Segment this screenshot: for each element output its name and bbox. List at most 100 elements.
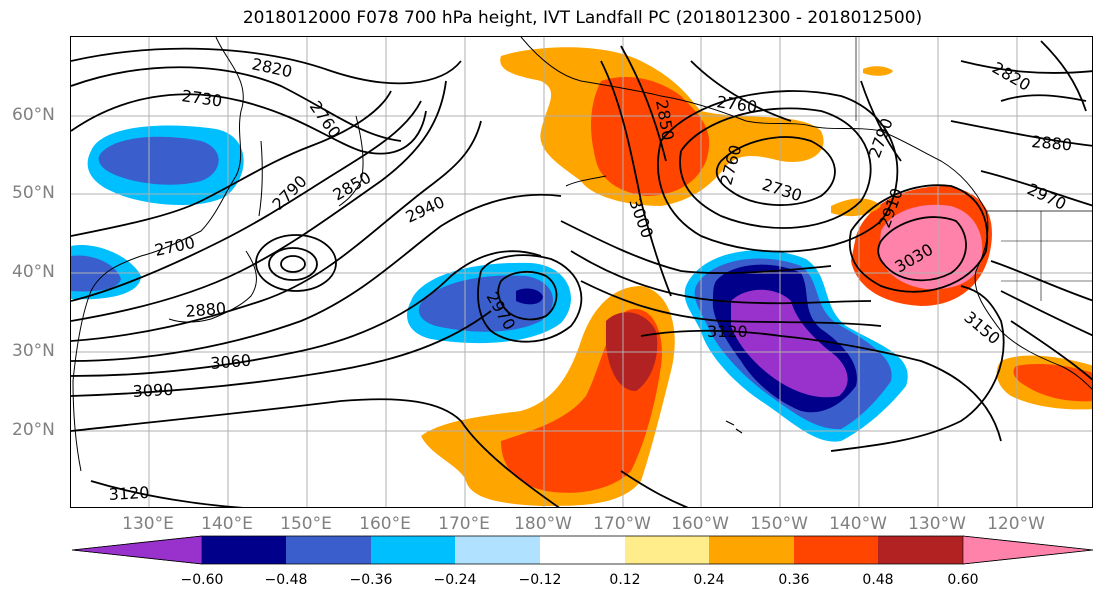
colorbar-tick-label: −0.12 [518,572,562,588]
contour-low-gulf-1 [679,107,872,229]
contour-2790-ne [860,80,902,162]
lat-label-50n: 50°N [12,183,55,203]
lon-label-150w: 150°W [750,514,808,534]
colorbar-tick-label: 0.48 [862,572,894,588]
colorbar-segment-lightyellow [625,536,709,564]
contour-mid-1 [560,220,832,274]
contour-3060 [71,250,542,377]
contour-label: 2820 [989,58,1034,95]
coast-sakhalin [258,140,263,217]
contour-3150 [830,285,1005,452]
lon-label-130w: 130°W [908,514,966,534]
colorbar-tick-label: −0.36 [349,572,393,588]
colorbar [71,535,1094,565]
map-title: 2018012000 F078 700 hPa height, IVT Land… [242,8,923,28]
contour-ne-extra-1 [1000,94,1087,102]
shade-blob-bering-inner [591,76,710,196]
contour-3030 [877,216,967,282]
colorbar-segment-deepskyblue [371,536,455,564]
colorbar-tick-label: −0.48 [264,572,308,588]
contour-mid-3 [580,280,882,327]
contour-2760-west [71,66,402,142]
colorbar-tick-label: 0.12 [609,572,641,588]
coast-alaska [520,37,1092,390]
lon-label-170w: 170°W [593,514,651,534]
contour-2850-ridge [620,45,667,162]
contour-label: 3060 [210,351,252,373]
contour-east-2 [1000,290,1092,337]
shading-layer [71,47,1092,506]
contour-label: 3120 [108,483,150,504]
contour-2820-ne [960,60,1092,74]
contour-3000-ridge [600,60,672,297]
border-states [1001,211,1092,301]
contour-ne-extra-2 [1040,40,1087,112]
lon-label-120w: 120°W [987,514,1045,534]
contour-2820 [71,47,462,85]
contour-2880 [71,120,482,342]
contour-3090 [71,310,492,397]
height-contours [71,40,1092,507]
coast-kamchatka [338,115,364,207]
colorbar-outline [71,535,1094,565]
lon-label-140e: 140°E [201,514,253,534]
contour-2880-ne [950,120,1092,147]
contour-label: 2760 [715,92,758,116]
colorbar-segment-firebrick [878,536,963,564]
colorbar-tick-label: 0.24 [693,572,725,588]
contour-2790 [71,100,422,302]
lon-label-130e: 130°E [122,514,174,534]
contour-2760-ne [690,60,792,122]
lon-label-140w: 140°W [829,514,887,534]
colorbar-segment-purple-extend [71,535,203,565]
contour-2970-mid [477,254,583,343]
contour-2700 [71,90,392,237]
shade-blob-canada [863,66,893,76]
contour-label: 2970 [1024,179,1069,213]
contour-3120-south [90,480,244,507]
colorbar-segment-orangered [794,536,878,564]
contour-mid-2 [570,250,872,305]
lon-label-160w: 160°W [671,514,729,534]
contour-south-east [620,470,689,507]
contour-label: 3120 [707,322,748,341]
contour-3120-west [71,398,560,507]
contour-low-japan-1 [280,255,306,273]
contour-label: 2880 [1031,132,1073,154]
contour-2730-low [715,136,836,206]
contour-east-1 [990,260,1092,302]
coast-asia [72,37,244,472]
contour-low-japan-3 [255,234,337,292]
contour-label: 2730 [180,86,223,110]
lon-label-150e: 150°E [280,514,332,534]
contour-2940 [71,193,562,362]
contour-label: 3090 [132,380,174,401]
colorbar-segment-pink-extend [962,535,1094,565]
colorbar-tick-label: 0.60 [947,572,979,588]
contour-label: 2880 [185,299,227,321]
coast-aleutians [565,175,607,187]
contour-2850 [71,80,447,322]
colorbar-segment-white [540,536,625,564]
contour-3120-east [640,329,1002,442]
colorbar-segment-orange [709,536,794,564]
contour-2970-ne [980,170,1092,207]
lat-label-20n: 20°N [12,420,55,440]
colorbar-tick-label: −0.24 [433,572,477,588]
colorbar-segment-royalblue [286,536,371,564]
shade-blob-baja-inner [1013,364,1092,402]
contour-2910 [848,184,989,293]
colorbar-segment-lightblue [455,536,540,564]
lon-label-160e: 160°E [359,514,411,534]
contour-label: 2730 [760,175,805,206]
contour-label: 2940 [403,192,448,226]
colorbar-tick-label: 0.36 [778,572,810,588]
contour-label: 2790 [865,116,897,161]
lat-label-40n: 40°N [12,262,55,282]
contour-2730 [71,93,427,155]
colorbar-tick-label: −0.60 [180,572,224,588]
lon-label-170e: 170°E [438,514,490,534]
shade-blob-okhotsk-inner [98,136,219,185]
map-panel: 2820 2730 2760 2790 2850 2700 2940 2880 … [70,36,1093,508]
contour-low-gulf-2 [657,90,899,253]
